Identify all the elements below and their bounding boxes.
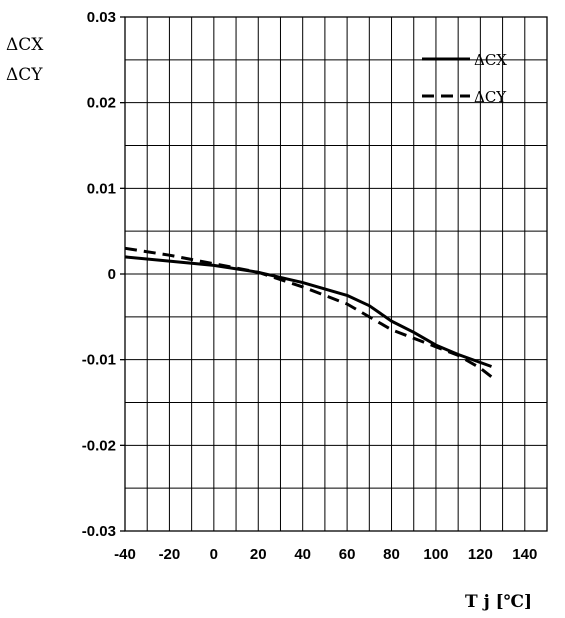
x-tick-label: 100	[423, 546, 448, 563]
x-tick-label: 120	[468, 546, 493, 563]
y-tick-label: -0.02	[82, 437, 116, 454]
y-tick-label: 0.01	[87, 180, 116, 197]
y-tick-label: 0	[108, 266, 116, 283]
y-axis-label-line-2: ΔCY	[6, 65, 43, 85]
x-tick-label: 0	[210, 546, 218, 563]
x-tick-labels: -40 -20 0 20 40 60 80 100 120 140	[114, 546, 537, 563]
series-layer	[124, 246, 493, 378]
x-axis-label: T j [℃]	[465, 592, 532, 612]
x-tick-label: 60	[339, 546, 356, 563]
x-tick-label: 140	[512, 546, 537, 563]
legend-label-cy: ΔCY	[474, 88, 507, 106]
y-tick-label: 0.02	[87, 95, 116, 112]
y-tick-label: -0.01	[82, 352, 116, 369]
y-tick-label: 0.03	[87, 9, 116, 26]
x-tick-label: -20	[159, 546, 181, 563]
y-tick-labels: 0.03 0.02 0.01 0 -0.01 -0.02 -0.03	[82, 9, 116, 540]
series-line-cy	[124, 246, 493, 378]
y-axis-label-line-1: ΔCX	[6, 35, 44, 55]
x-tick-label: 20	[250, 546, 267, 563]
legend: ΔCX ΔCY	[422, 51, 507, 106]
grid	[120, 16, 548, 532]
x-tick-label: 80	[383, 546, 400, 563]
series-line-cx	[124, 255, 493, 368]
legend-label-cx: ΔCX	[474, 51, 507, 69]
x-tick-label: 40	[294, 546, 311, 563]
y-tick-label: -0.03	[82, 523, 116, 540]
x-tick-label: -40	[114, 546, 136, 563]
